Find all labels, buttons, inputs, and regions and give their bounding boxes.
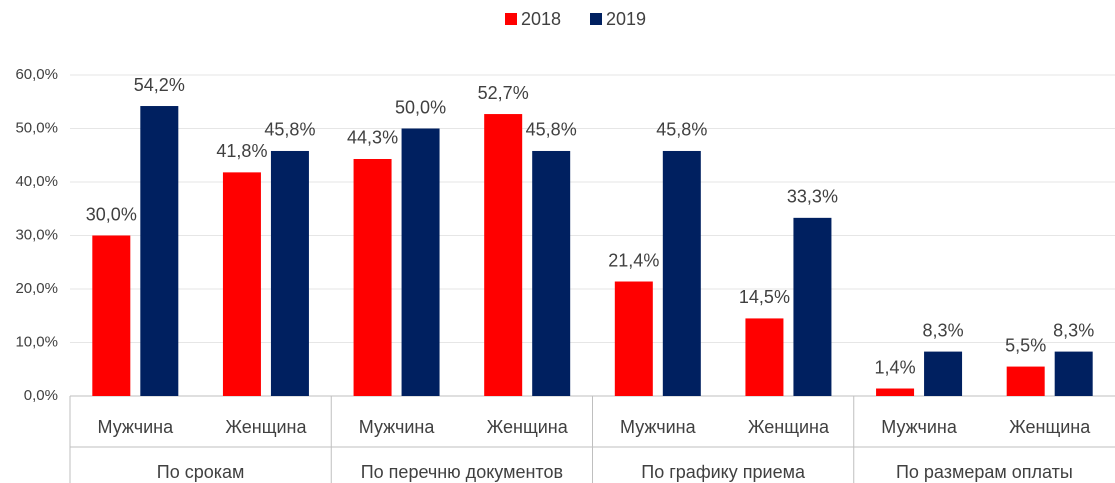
x-tick-label: Женщина [225, 417, 307, 437]
legend-swatch [505, 13, 517, 25]
y-tick-label: 0,0% [24, 387, 58, 404]
bar [353, 158, 392, 396]
bar [222, 172, 261, 396]
x-tick-label: Женщина [1009, 417, 1091, 437]
bar [662, 150, 701, 396]
legend-label: 2018 [521, 9, 561, 29]
bar [92, 235, 131, 396]
y-tick-label: 10,0% [15, 333, 58, 350]
bar [1006, 366, 1045, 396]
value-label: 44,3% [347, 128, 398, 148]
value-label: 45,8% [656, 120, 707, 140]
bar [1054, 351, 1093, 396]
bar [614, 281, 653, 396]
legend-label: 2019 [606, 9, 646, 29]
value-label: 8,3% [923, 320, 964, 340]
value-label: 30,0% [86, 204, 137, 224]
bar [924, 351, 963, 396]
value-label: 8,3% [1053, 320, 1094, 340]
y-tick-label: 20,0% [15, 280, 58, 297]
bar [401, 128, 440, 396]
group-label: По перечню документов [361, 462, 563, 482]
group-label: По размерам оплаты [896, 462, 1073, 482]
group-label: По графику приема [641, 462, 806, 482]
group-label: По срокам [157, 462, 245, 482]
value-label: 45,8% [526, 120, 577, 140]
bar [484, 114, 523, 397]
value-label: 33,3% [787, 187, 838, 207]
x-tick-label: Женщина [748, 417, 830, 437]
y-tick-label: 60,0% [15, 66, 58, 83]
bar [140, 106, 179, 396]
bar [793, 217, 832, 396]
value-label: 5,5% [1005, 335, 1046, 355]
value-label: 21,4% [608, 250, 659, 270]
value-label: 54,2% [134, 75, 185, 95]
x-tick-label: Мужчина [359, 417, 436, 437]
bar [532, 150, 571, 396]
y-tick-label: 30,0% [15, 226, 58, 243]
x-tick-label: Мужчина [98, 417, 175, 437]
y-tick-label: 40,0% [15, 173, 58, 190]
bar [745, 318, 784, 396]
y-tick-label: 50,0% [15, 119, 58, 136]
value-label: 41,8% [216, 141, 267, 161]
value-label: 52,7% [478, 83, 529, 103]
bar [270, 150, 309, 396]
x-tick-label: Мужчина [881, 417, 958, 437]
value-label: 50,0% [395, 97, 446, 117]
x-tick-label: Женщина [487, 417, 569, 437]
value-label: 45,8% [264, 120, 315, 140]
bar [876, 388, 915, 396]
x-tick-label: Мужчина [620, 417, 697, 437]
value-label: 1,4% [875, 357, 916, 377]
legend-swatch [590, 13, 602, 25]
value-label: 14,5% [739, 287, 790, 307]
